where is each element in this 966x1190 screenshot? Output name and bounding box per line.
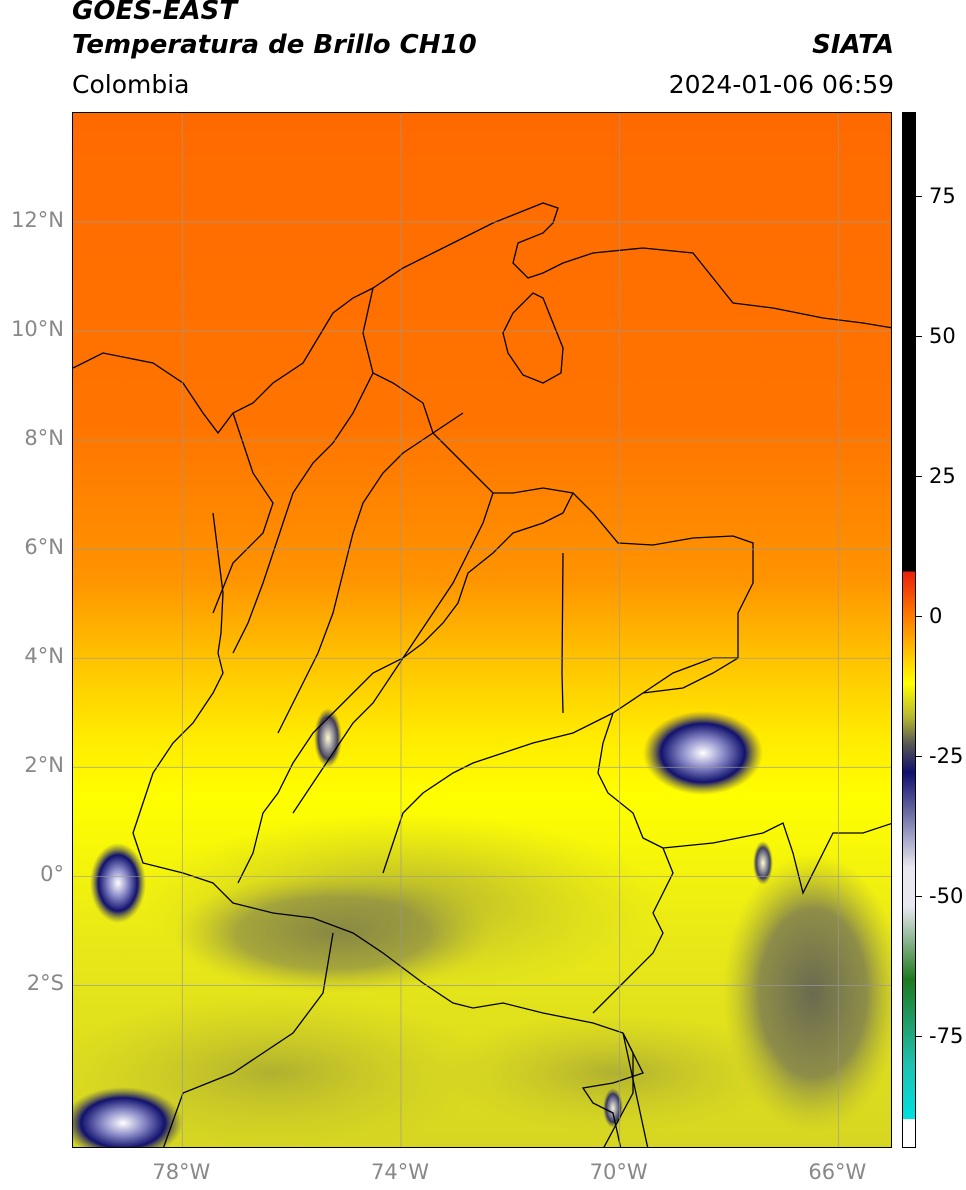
lat-tick-label: 2°S (26, 971, 64, 996)
lon-tick-label: 66°W (808, 1160, 867, 1184)
convective-cell-west (90, 843, 146, 923)
colorbar-tick-mark (916, 1036, 922, 1037)
colorbar-tick-mark (916, 616, 922, 617)
convective-cell-small (753, 841, 773, 885)
brightness-temperature-field (73, 113, 891, 1147)
colorbar-tick-label: 50 (929, 324, 956, 348)
region-label: Colombia (72, 70, 190, 99)
map-title-line2: Temperatura de Brillo CH10 (72, 30, 477, 60)
lat-tick-label: 8°N (24, 426, 64, 451)
convective-cell-amazon (603, 1088, 623, 1128)
colorbar-tick-label: 25 (929, 464, 956, 488)
colorbar-tick-label: -50 (929, 884, 964, 908)
lat-tick-label: 0° (40, 862, 64, 887)
lat-tick-label: 2°N (24, 753, 64, 778)
convective-cell-east (643, 711, 763, 795)
lon-tick-label: 74°W (371, 1160, 429, 1184)
organization-label: SIATA (812, 30, 894, 60)
colorbar-tick-mark (916, 476, 922, 477)
lat-tick-label: 10°N (11, 317, 64, 342)
lat-tick-label: 4°N (24, 644, 64, 669)
lat-tick-label: 12°N (11, 208, 64, 233)
colorbar-tick-mark (916, 336, 922, 337)
colorbar-tick-label: 0 (929, 604, 943, 628)
map-title-line1: GOES-EAST (72, 0, 238, 26)
timestamp-label: 2024-01-06 06:59 (668, 70, 894, 99)
colorbar-tick-mark (916, 756, 922, 757)
satellite-map[interactable] (72, 112, 892, 1148)
lon-tick-label: 78°W (152, 1160, 211, 1184)
colorbar-tick-label: -75 (929, 1024, 964, 1048)
colorbar-tick-label: 75 (929, 184, 956, 208)
convective-cell-central (314, 708, 342, 768)
cloud-field-southeast (433, 1013, 793, 1133)
colorbar-tick-mark (916, 196, 922, 197)
colorbar-tick-label: -25 (929, 744, 964, 768)
lat-tick-label: 6°N (24, 535, 64, 560)
convective-cell-southwest (73, 1087, 183, 1147)
colorbar-tick-mark (916, 896, 922, 897)
lon-tick-label: 70°W (589, 1160, 648, 1184)
graticule (73, 113, 891, 1147)
temperature-colorbar (902, 112, 916, 1148)
